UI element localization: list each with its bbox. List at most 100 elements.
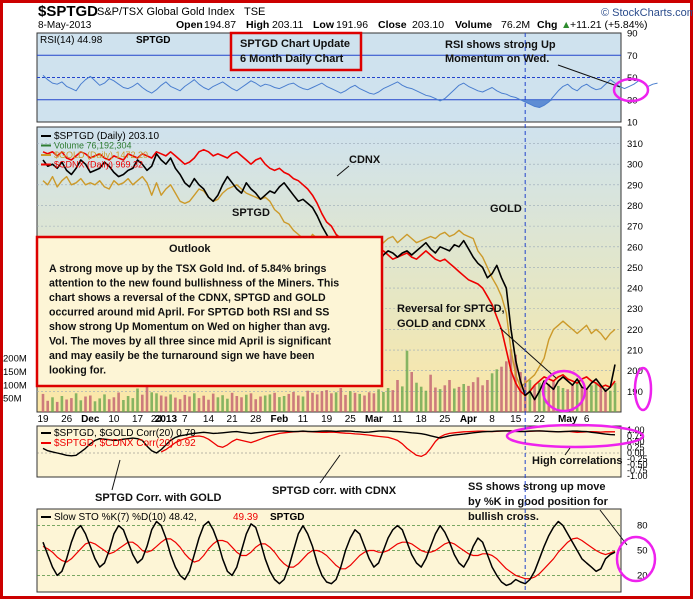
header-symbol: $SPTGD: [38, 3, 98, 20]
reversal-highlight: [541, 369, 587, 413]
may-highlight: [633, 366, 653, 412]
volume-bar: [339, 388, 343, 412]
volume-bar: [462, 384, 465, 412]
corr-tick-label: -0.50: [627, 460, 648, 470]
volume-bar: [273, 392, 276, 412]
volume-bar: [457, 386, 461, 412]
corr-legend-entry: $SPTGD, $CDNX Corr(20) 0.92: [54, 438, 196, 449]
rsi-legend: RSI(14) 44.98: [40, 35, 103, 46]
volume-bar: [193, 393, 196, 412]
volume-bar: [415, 382, 418, 412]
header-volume: 76.2M: [501, 19, 530, 31]
ss-note-line3: bullish cross.: [468, 511, 539, 523]
outlook-line: show strong Up Momentum on Wed on higher…: [49, 321, 330, 333]
sto-tick-label: 20: [637, 570, 648, 581]
outlook-line: Vol. The moves by all three since mid Ap…: [49, 336, 331, 348]
volume-bar: [467, 385, 470, 412]
volume-bar: [401, 386, 404, 412]
header-chg: +11.21 (+5.84%): [570, 19, 647, 31]
volume-bar: [538, 382, 541, 412]
ss-note-line2: by %K in good position for: [468, 496, 609, 508]
volume-bar: [226, 398, 229, 412]
outlook-line: A strong move up by the TSX Gold Ind. of…: [49, 263, 327, 275]
x-tick-label: 21: [227, 414, 239, 425]
gold-label: GOLD: [490, 203, 522, 215]
x-tick-label: 10: [108, 414, 120, 425]
x-tick-label: 24: [151, 414, 163, 425]
volume-bar: [287, 393, 291, 412]
x-tick-label: 25: [439, 414, 451, 425]
corr-gold-pointer: [111, 459, 121, 491]
volume-bar: [613, 382, 617, 412]
volume-bar: [320, 391, 324, 412]
x-tick-label: Feb: [270, 414, 288, 425]
volume-tick-label: 200M: [3, 354, 27, 365]
volume-bar: [150, 392, 153, 412]
volume-bar: [141, 394, 144, 412]
volume-bar: [358, 393, 361, 412]
sto-highlight: [615, 535, 657, 583]
volume-bar: [98, 398, 101, 412]
high-corr-label: High correlations: [532, 455, 622, 467]
volume-bar: [240, 397, 243, 412]
volume-bar: [46, 400, 49, 412]
reversal-line1: Reversal for SPTGD,: [397, 303, 505, 315]
volume-bar: [505, 361, 508, 412]
cdnx-line: [42, 148, 616, 397]
x-tick-label: 8: [489, 414, 495, 425]
x-tick-label: 28: [250, 414, 262, 425]
x-tick-label: 18: [416, 414, 428, 425]
volume-bar: [490, 373, 494, 412]
price-tick-label: 260: [627, 242, 643, 253]
header-close: 203.10: [412, 19, 444, 31]
ss-note-pointer: [599, 509, 628, 546]
annotations: SPTGD Chart Update 6 Month Daily Chart R…: [35, 31, 657, 583]
rsi-oversold-fill: [43, 99, 658, 108]
x-tick-label: 15: [510, 414, 522, 425]
volume-bar: [306, 390, 309, 412]
header-low-label: Low: [313, 19, 335, 31]
reversal-pointer: [499, 327, 557, 379]
volume-bar: [221, 395, 224, 412]
header-name: S&P/TSX Global Gold Index: [97, 6, 235, 18]
volume-bar: [245, 394, 248, 412]
x-tick-label: 26: [61, 414, 73, 425]
volume-bar: [235, 396, 239, 412]
volume-bar: [495, 369, 499, 412]
price-tick-label: 270: [627, 222, 643, 233]
rsi-highlight: [612, 77, 650, 103]
corr-tick-label: 0.25: [627, 442, 645, 452]
volume-bar: [528, 380, 532, 412]
corr-gold-line: [42, 430, 616, 457]
volume-bar: [315, 394, 319, 412]
price-legend-entry: $SPTGD (Daily) 203.10: [54, 131, 159, 142]
volume-bar: [65, 399, 68, 412]
volume-bar: [112, 397, 116, 412]
x-tick-label: Dec: [81, 414, 100, 425]
header-low: 191.96: [336, 19, 368, 31]
corr-frame: [36, 425, 622, 478]
header-close-label: Close: [378, 19, 407, 31]
stochastic-panel: 80 50 20 Slow STO %K(7) %D(10) 48.42, 49.39 S…: [36, 508, 648, 593]
volume-bar: [178, 399, 182, 412]
volume-bar: [188, 396, 191, 412]
header-high: 203.11: [272, 19, 303, 31]
outlook-line: occurred around mid April. For SPTGD bot…: [49, 307, 329, 319]
volume-bar: [566, 389, 569, 412]
volume-bar: [443, 385, 447, 412]
volume-bar: [159, 395, 163, 412]
volume-bar: [476, 377, 480, 412]
volume-bar: [263, 395, 267, 412]
price-legend-entry: $CDNX (Daily) 969.32: [54, 160, 143, 170]
volume-bar: [438, 389, 442, 412]
volume-bar: [292, 392, 295, 412]
volume-bar: [202, 395, 205, 412]
volume-bar: [344, 394, 347, 412]
volume-bar: [429, 374, 432, 412]
rsi-tick-label: 70: [627, 51, 638, 62]
volume-bar: [382, 392, 385, 412]
volume-bar: [396, 380, 399, 412]
outlook-line: chart shows a reversal of the CDNX, SPTG…: [49, 292, 326, 304]
x-tick-label: May: [558, 414, 578, 425]
